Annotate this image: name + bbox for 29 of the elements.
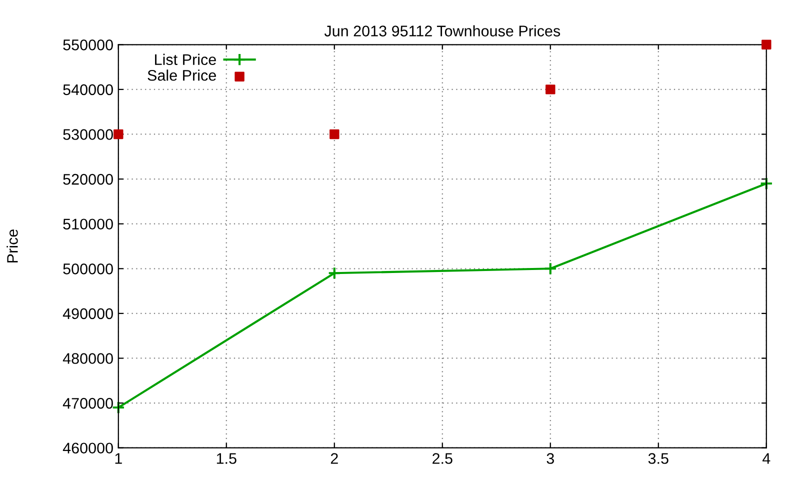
x-tick-label: 2 bbox=[330, 453, 338, 464]
point bbox=[546, 84, 556, 94]
x-tick-label: 3 bbox=[546, 453, 554, 464]
x-tick-label: 4 bbox=[762, 453, 770, 464]
y-tick-label: 510000 bbox=[63, 218, 113, 230]
y-tick-label: 470000 bbox=[62, 398, 113, 409]
point bbox=[112, 400, 125, 414]
point bbox=[544, 262, 557, 276]
y-tick-label: 500000 bbox=[63, 264, 113, 274]
y-tick-label: 460000 bbox=[62, 442, 113, 454]
legend-label: Sale Price bbox=[148, 70, 216, 81]
y-tick-label: 550000 bbox=[63, 40, 113, 50]
chart-title: Jun 2013 95112 Townhouse Prices bbox=[324, 25, 560, 36]
x-tick-label: 1.5 bbox=[216, 453, 236, 464]
point bbox=[760, 176, 773, 190]
point bbox=[114, 129, 124, 140]
x-tick-label: 2.5 bbox=[432, 453, 452, 464]
y-tick-label: 490000 bbox=[62, 308, 113, 320]
x-tick-label: 1 bbox=[115, 453, 122, 464]
point bbox=[328, 266, 341, 280]
y-tick-label: 520000 bbox=[63, 174, 113, 185]
y-tick-label: 480000 bbox=[62, 353, 113, 364]
y-tick-label: 530000 bbox=[63, 129, 113, 140]
legend-label: List Price bbox=[155, 54, 216, 66]
y-tick-label: 540000 bbox=[63, 84, 113, 96]
point bbox=[762, 40, 772, 50]
y-axis-title: Price bbox=[6, 230, 18, 262]
x-tick-label: 3.5 bbox=[648, 453, 668, 464]
point bbox=[330, 129, 340, 140]
